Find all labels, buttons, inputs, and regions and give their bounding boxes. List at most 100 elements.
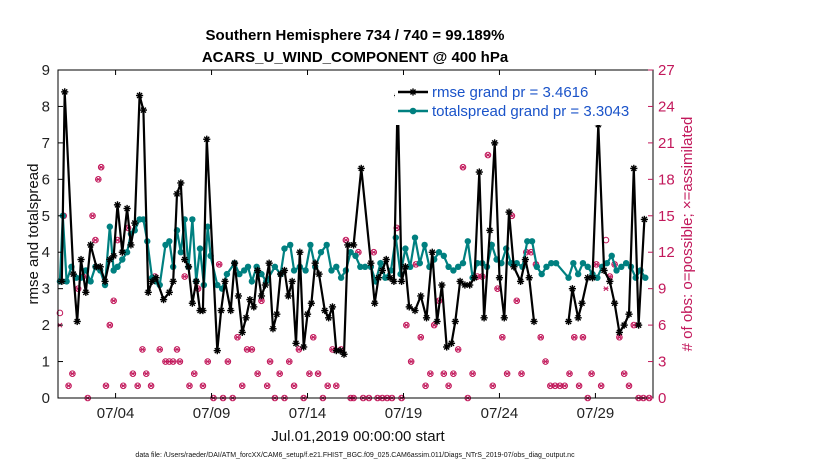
series-3-point-46 (264, 383, 270, 389)
series-0-point-35 (217, 306, 225, 315)
series-3-point-12 (107, 322, 113, 328)
series-0-point-92 (466, 281, 474, 289)
series-1-point-33 (196, 245, 204, 252)
series-2-point-79 (417, 333, 425, 341)
series-3-point-53 (296, 346, 302, 352)
series-0-point-39 (234, 292, 243, 300)
series-0-point-79 (401, 263, 410, 271)
series-2-point-9 (95, 176, 102, 183)
series-0-point-114 (606, 277, 614, 285)
series-2-point-122 (620, 370, 628, 378)
series-2-point-2 (65, 382, 72, 390)
series-3-point-90 (469, 371, 476, 377)
series-2-point-80 (422, 382, 429, 390)
series-0-point-111 (588, 274, 597, 282)
series-2-point-111 (571, 333, 578, 341)
series-0-point-21 (152, 274, 160, 282)
chart-title-line-1: Southern Hemisphere 734 / 740 = 99.189% (206, 27, 505, 44)
series-3-point-11 (103, 383, 109, 389)
series-3-point-122 (621, 371, 627, 377)
series-0-point-95 (480, 314, 488, 322)
series-3-point-109 (562, 383, 568, 389)
series-1-point-114 (603, 259, 611, 267)
series-0-point-11 (110, 252, 118, 260)
series-3-point-44 (255, 371, 261, 377)
series-0-point-36 (221, 277, 229, 285)
series-2-point-31 (190, 370, 198, 378)
series-1-point-85 (454, 263, 462, 270)
series-3-point-31 (191, 371, 197, 377)
series-0-point-60 (315, 270, 323, 278)
series-3-point-94 (490, 383, 496, 389)
series-1-point-84 (450, 267, 457, 274)
series-0-point-107 (568, 285, 576, 293)
series-1-point-59 (328, 267, 335, 274)
series-0-point-116 (615, 328, 624, 336)
series-0-point-70 (367, 259, 375, 267)
series-2-point-46 (263, 382, 271, 390)
plot-frame (57, 69, 654, 399)
series-2-point-94 (489, 382, 497, 390)
legend-label-spread: totalspread grand pr = 3.3043 (432, 103, 629, 120)
series-3-point-21 (148, 383, 154, 389)
series-1-point-55 (307, 241, 314, 249)
series-0-point-80 (405, 303, 413, 311)
series-0-point-82 (417, 292, 425, 300)
series-3-point-95 (494, 286, 501, 292)
y-right-tick-label-8: 24 (658, 98, 675, 115)
series-2-point-84 (440, 370, 448, 378)
series-2-point-33 (199, 382, 207, 390)
series-1-point-64 (352, 252, 359, 260)
series-0-point-1 (61, 88, 69, 96)
series-2-point-105 (542, 358, 549, 365)
series-2-point-76 (403, 321, 410, 329)
series-3-point-18 (135, 383, 141, 389)
series-0-point-108 (574, 314, 582, 322)
x-axis-label: Jul.01,2019 00:00:00 start (271, 428, 445, 445)
series-0-point-54 (292, 339, 300, 347)
series-0-point-86 (438, 281, 446, 289)
y-right-tick-label-0: 0 (658, 390, 666, 407)
y-tick-label-4: 4 (42, 244, 50, 261)
series-3-point-45 (258, 298, 265, 304)
series-2-point-87 (454, 346, 462, 353)
series-3-point-84 (441, 371, 447, 377)
series-3-point-52 (291, 383, 297, 389)
series-2-point-12 (106, 321, 114, 329)
series-3-point-56 (310, 334, 316, 340)
series-1-point-19 (140, 216, 147, 223)
series-3-point-27 (174, 346, 180, 352)
y-tick-label-1: 1 (42, 354, 50, 371)
series-1-point-115 (608, 252, 615, 260)
series-2-point-3 (69, 370, 76, 378)
series-3-point-112 (576, 383, 582, 389)
series-3-point-17 (130, 371, 136, 377)
series-line-0-seg-1 (567, 124, 646, 336)
series-3-point-82 (431, 322, 437, 328)
series-0-point-51 (280, 266, 289, 275)
series-1-point-11 (106, 223, 114, 230)
series-2-point-90 (469, 370, 476, 378)
series-2-point-27 (173, 346, 181, 353)
series-2-point-77 (407, 358, 415, 365)
series-0-point-69 (357, 164, 365, 172)
series-1-point-87 (464, 238, 471, 245)
series-1-point-106 (565, 274, 572, 281)
series-2-point-69 (370, 248, 378, 256)
series-1-point-108 (574, 270, 582, 278)
series-0-point-15 (127, 241, 135, 249)
y-right-tick-label-6: 18 (658, 171, 675, 188)
series-2-point-13 (110, 297, 117, 305)
series-0-point-16 (131, 219, 139, 227)
series-2-point-81 (427, 370, 434, 378)
series-0-point-40 (238, 328, 246, 336)
series-0-point-27 (181, 255, 189, 264)
series-3-point-100 (518, 371, 525, 377)
series-1-point-2 (63, 278, 70, 285)
series-1-point-109 (579, 259, 587, 267)
series-0-point-118 (625, 310, 633, 318)
series-2-point-61 (333, 382, 340, 390)
series-2-point-86 (450, 370, 457, 378)
series-3-point-42 (244, 346, 250, 352)
series-3-point-19 (139, 346, 146, 352)
